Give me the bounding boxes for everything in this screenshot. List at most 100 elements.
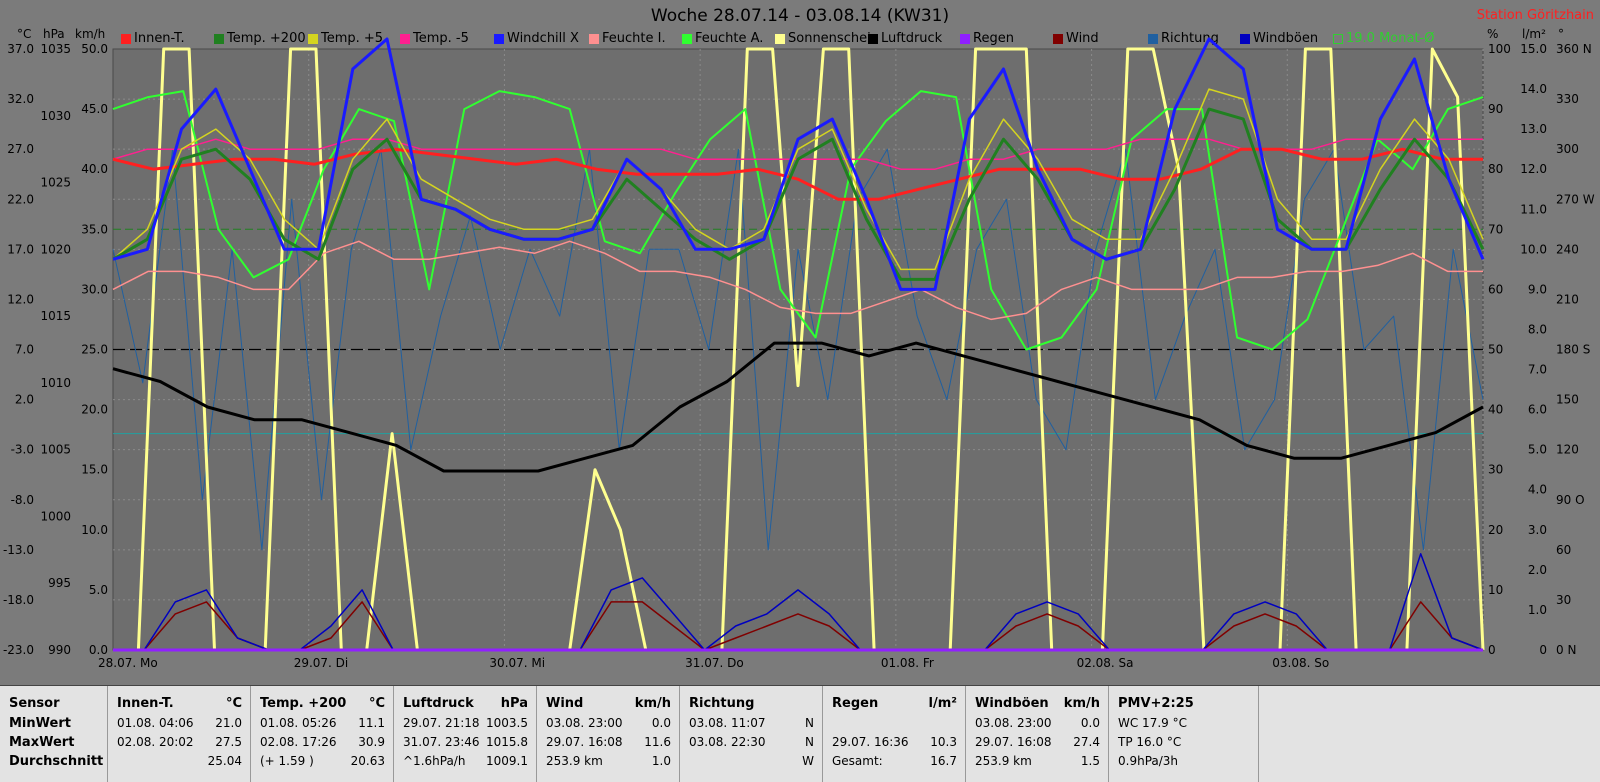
legend-item: Windchill X (494, 31, 579, 46)
stats-cell (832, 714, 957, 733)
legend-swatch (960, 33, 970, 44)
tick-label-wind: 45.0 (81, 102, 108, 116)
legend-label: Windchill X (507, 31, 579, 46)
stats-column: Luftdruck hPa 29.07. 21:18 1003.5 31.07. 23:… (394, 686, 537, 782)
legend-swatch (775, 33, 785, 44)
series-feuchte-a (112, 90, 1484, 351)
legend-label: Feuchte I. (602, 31, 666, 46)
x-tick-label: 03.08. So (1272, 656, 1329, 670)
legend-item: 19.0 Monat-Ø (1333, 31, 1434, 46)
legend-label: Innen-T. (134, 31, 185, 46)
tick-label-pressure: 1010 (40, 376, 71, 390)
stats-row-label: MinWert (9, 716, 71, 731)
legend-item: Feuchte A. (682, 31, 763, 46)
tick-label-wind: 5.0 (89, 583, 108, 597)
tick-label-pressure: 995 (48, 576, 71, 590)
stats-cell: 29.07. 16:08 11.6 (546, 735, 671, 749)
stats-cell: 01.08. 05:26 11.1 (260, 716, 385, 730)
tick-label-pressure: 1035 (40, 42, 71, 56)
tick-label-temp: 22.0 (7, 192, 34, 206)
legend-item: Wind (1053, 31, 1099, 46)
tick-label-temp: -8.0 (11, 493, 34, 507)
tick-label-direction: 240 (1556, 242, 1579, 256)
tick-label-temp: -13.0 (3, 543, 34, 557)
tick-label-pressure: 990 (48, 643, 71, 657)
tick-label-rain: 12.0 (1520, 162, 1547, 176)
stats-cell: Gesamt: 16.7 (832, 754, 957, 768)
stats-header: Temp. +200 °C (260, 696, 385, 711)
tick-label-temp: -23.0 (3, 643, 34, 657)
tick-label-rain: 2.0 (1528, 563, 1547, 577)
stats-header: Windböen km/h (975, 696, 1100, 711)
tick-label-percent: 40 (1488, 403, 1503, 417)
tick-label-pressure: 1005 (40, 443, 71, 457)
tick-label-percent: 20 (1488, 523, 1503, 537)
stats-cell: 29.07. 21:18 1003.5 (403, 716, 528, 730)
stats-cell: (+ 1.59 ) 20.63 (260, 754, 385, 768)
x-tick-label: 02.08. Sa (1077, 656, 1134, 670)
legend-swatch (1053, 33, 1063, 44)
stats-column: PMV+2:25 WC 17.9 °C TP 16.0 °C 0.9hPa/3h (1109, 686, 1259, 782)
stats-column: Windböen km/h 03.08. 23:00 0.0 29.07. 16:08 2… (966, 686, 1109, 782)
legend-item: Temp. -5 (400, 31, 469, 46)
series-richtung (112, 148, 1484, 551)
chart-area: 37.0 32.0 27.0 22.0 17.0 12.0 7.0 2.0 -3.0 -8.0 -1… (3, 37, 1595, 670)
tick-label-pressure: 1015 (40, 309, 71, 323)
unit-lm2: l/m² (1522, 27, 1546, 41)
tick-label-direction: 60 (1556, 543, 1571, 557)
legend-item: Luftdruck (868, 31, 942, 46)
stats-cell: 01.08. 04:06 21.0 (117, 716, 242, 730)
tick-label-rain: 10.0 (1520, 242, 1547, 256)
legend-label: Temp. +200 (227, 31, 306, 46)
tick-label-rain: 5.0 (1528, 443, 1547, 457)
tick-label-temp: 17.0 (7, 242, 34, 256)
tick-label-direction: 300 (1556, 142, 1579, 156)
legend-label: Feuchte A. (695, 31, 764, 46)
stats-column: Temp. +200 °C 01.08. 05:26 11.1 02.08. 17:26… (251, 686, 394, 782)
series-luftdruck (112, 341, 1484, 473)
legend-item: Feuchte I. (589, 31, 666, 46)
tick-label-direction: 30 (1556, 593, 1571, 607)
legend-swatch (1333, 33, 1343, 44)
tick-label-wind: 50.0 (81, 42, 108, 56)
legend-swatch (1148, 33, 1158, 44)
stats-row-label: MaxWert (9, 735, 75, 750)
tick-label-rain: 4.0 (1528, 483, 1547, 497)
stats-cell: WC 17.9 °C (1118, 716, 1187, 730)
legend-swatch (494, 33, 504, 44)
stats-cell: 253.9 km 1.5 (975, 754, 1100, 768)
tick-label-pressure: 1000 (40, 509, 71, 523)
stats-cell: 02.08. 17:26 30.9 (260, 735, 385, 749)
tick-label-rain: 1.0 (1528, 603, 1547, 617)
legend-label: Richtung (1161, 31, 1219, 46)
tick-label-rain: 14.0 (1520, 82, 1547, 96)
tick-label-wind: 0.0 (89, 643, 108, 657)
stats-cell: 253.9 km 1.0 (546, 754, 671, 768)
tick-label-wind: 40.0 (81, 162, 108, 176)
stats-header: Wind km/h (546, 696, 671, 711)
unit-kmh: km/h (75, 27, 106, 41)
stats-column: Richtung 03.08. 11:07 N 03.08. 22:30 N W (680, 686, 823, 782)
tick-label-pressure: 1025 (40, 176, 71, 190)
series-windchill-x (112, 37, 1485, 291)
tick-label-percent: 0 (1488, 643, 1496, 657)
unit-percent: % (1487, 27, 1499, 41)
stats-header: PMV+2:25 (1118, 696, 1194, 711)
stats-header: Innen-T. °C (117, 696, 242, 711)
x-tick-label: 30.07. Mi (489, 656, 545, 670)
tick-label-wind: 25.0 (81, 343, 108, 357)
stats-cell: 29.07. 16:08 27.4 (975, 735, 1100, 749)
tick-label-rain: 11.0 (1520, 202, 1547, 216)
tick-label-percent: 50 (1488, 343, 1503, 357)
tick-label-percent: 100 (1488, 42, 1511, 56)
tick-label-direction: 150 (1556, 393, 1579, 407)
legend-item: Temp. +200 (214, 31, 306, 46)
series-wind (113, 601, 1484, 651)
tick-label-rain: 15.0 (1520, 42, 1547, 56)
stats-cell: 31.07. 23:46 1015.8 (403, 735, 528, 749)
legend-item: Sonnenschein (775, 31, 879, 46)
chart-title: Woche 28.07.14 - 03.08.14 (KW31) (650, 6, 950, 26)
stats-table: Sensor MinWert MaxWert Durchschnitt Innen-T.… (0, 685, 1600, 782)
tick-label-percent: 70 (1488, 222, 1503, 236)
series-temp-200 (112, 107, 1485, 281)
